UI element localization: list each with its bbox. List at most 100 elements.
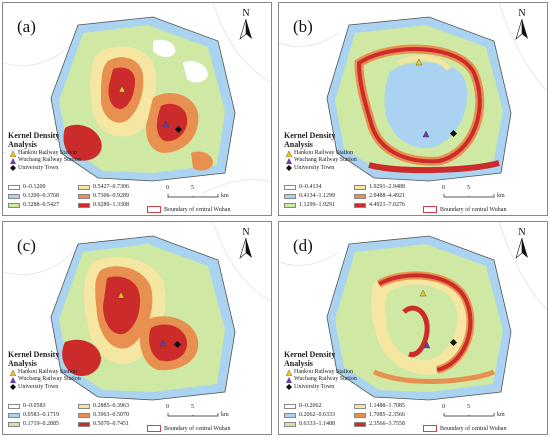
triangle-yellow-icon [284, 150, 294, 157]
scale-five: 5 [191, 185, 194, 191]
legend-range-3: 0.6333–1.1488 [299, 421, 335, 428]
triangle-purple-icon [8, 157, 18, 164]
panel-label: (d) [293, 236, 313, 255]
legend-university: University Town [18, 383, 59, 390]
legend: Kernel Density Analysis Hankou Railway S… [8, 131, 266, 209]
scale-zero: 0 [166, 185, 169, 191]
north-letter: N [518, 227, 526, 238]
legend-range-5: 0.3963–0.5070 [93, 412, 129, 419]
legend-university: University Town [18, 164, 59, 171]
legend-range-5: 2.9488–4.4921 [369, 193, 405, 200]
scale-unit: km [221, 412, 229, 418]
legend-title: Kernel Density Analysis [284, 131, 336, 149]
map-panel-b: (b) N Kernel Density Analysis Hankou Rai… [278, 2, 548, 216]
triangle-purple-icon [284, 157, 294, 164]
north-arrow-icon [515, 237, 528, 259]
legend-range-4: 0.2885–0.3963 [93, 403, 129, 410]
legend-range-3: 1.1299–1.9291 [299, 202, 335, 209]
scale-five: 5 [191, 404, 194, 410]
legend-range-1: 0–0.1200 [23, 184, 46, 191]
boundary-label: Boundary of central Wuhan [164, 425, 231, 432]
triangle-purple-icon [8, 376, 18, 383]
triangle-yellow-icon [8, 150, 18, 157]
density-map [279, 3, 547, 182]
map-panel-d: (d) N Kernel Density Analysis Hankou Rai… [278, 221, 548, 435]
north-arrow: N [235, 228, 257, 265]
legend-title: Kernel Density Analysis [8, 131, 60, 149]
legend-range-3: 0.3288–0.5427 [23, 202, 59, 209]
legend-university: University Town [294, 164, 335, 171]
north-arrow-icon [239, 18, 252, 40]
scale-unit: km [497, 193, 505, 199]
panel-label: (a) [17, 17, 36, 36]
legend-range-4: 1.9291–2.9488 [369, 184, 405, 191]
legend-title: Kernel Density Analysis [284, 350, 336, 368]
triangle-yellow-icon [284, 369, 294, 376]
north-arrow: N [511, 9, 533, 46]
legend-range-6: 4.4921–7.0276 [369, 202, 405, 209]
legend-range-2: 0.2062–0.6333 [299, 412, 335, 419]
north-arrow: N [511, 228, 533, 265]
legend-range-6: 0.5070–0.7451 [93, 421, 129, 428]
boundary-label: Boundary of central Wuhan [164, 206, 231, 213]
north-arrow-icon [239, 237, 252, 259]
legend-wuchang: Wuchang Railway Station [294, 376, 357, 383]
diamond-icon [8, 384, 18, 391]
boundary-legend: Boundary of central Wuhan [147, 206, 230, 213]
diamond-icon [284, 165, 294, 172]
scale-bar: 0 5 km [442, 185, 512, 199]
legend-title: Kernel Density Analysis [8, 350, 60, 368]
scale-zero: 0 [166, 404, 169, 410]
diamond-icon [8, 165, 18, 172]
legend-university: University Town [294, 383, 335, 390]
legend-hankou: Hankou Railway Station [294, 369, 353, 375]
north-letter: N [242, 227, 250, 238]
north-arrow-icon [515, 18, 528, 40]
legend-range-1: 0–0.0583 [23, 403, 46, 410]
legend-range-6: 2.3566–3.7558 [369, 421, 405, 428]
legend-range-2: 0.4134–1.1299 [299, 193, 335, 200]
map-panel-c: (c) N Kernel Density Analysis Hankou Rai… [2, 221, 272, 435]
wuchang-station-marker [162, 120, 170, 128]
legend: Kernel Density Analysis Hankou Railway S… [8, 350, 266, 428]
scale-five: 5 [467, 185, 470, 191]
legend-range-3: 0.1719–0.2885 [23, 421, 59, 428]
boundary-label: Boundary of central Wuhan [440, 206, 507, 213]
north-letter: N [518, 8, 526, 19]
legend-range-5: 0.7306–0.9289 [93, 193, 129, 200]
map-panel-a: (a) N Kernel Density Analysis Hankou Rai… [2, 2, 272, 216]
scale-unit: km [221, 193, 229, 199]
panel-label: (b) [293, 17, 313, 36]
north-letter: N [242, 8, 250, 19]
legend-range-5: 1.7085–2.3566 [369, 412, 405, 419]
boundary-legend: Boundary of central Wuhan [147, 425, 230, 432]
diamond-icon [284, 384, 294, 391]
scale-unit: km [497, 412, 505, 418]
scale-bar: 0 5 km [166, 404, 236, 418]
university-town-marker [174, 125, 183, 134]
density-map [279, 222, 547, 401]
boundary-legend: Boundary of central Wuhan [423, 425, 506, 432]
boundary-label: Boundary of central Wuhan [440, 425, 507, 432]
scale-bar: 0 5 km [166, 185, 236, 199]
legend-wuchang: Wuchang Railway Station [18, 376, 81, 383]
density-map [3, 3, 271, 194]
legend-range-2: 0.0583–0.1719 [23, 412, 59, 419]
legend-range-1: 0–0.2062 [299, 403, 322, 410]
legend-range-4: 1.1488–1.7085 [369, 403, 405, 410]
legend-hankou: Hankou Railway Station [18, 369, 77, 375]
north-arrow: N [235, 9, 257, 46]
scale-zero: 0 [442, 185, 445, 191]
legend-hankou: Hankou Railway Station [294, 150, 353, 156]
legend-range-4: 0.5427–0.7306 [93, 184, 129, 191]
legend-hankou: Hankou Railway Station [18, 150, 77, 156]
legend-wuchang: Wuchang Railway Station [294, 157, 357, 164]
hankou-station-marker [118, 85, 126, 93]
boundary-legend: Boundary of central Wuhan [423, 206, 506, 213]
legend: Kernel Density Analysis Hankou Railway S… [284, 131, 542, 209]
legend: Kernel Density Analysis Hankou Railway S… [284, 350, 542, 428]
triangle-yellow-icon [8, 369, 18, 376]
panel-label: (c) [17, 236, 36, 255]
legend-range-1: 0–0.4134 [299, 184, 322, 191]
scale-zero: 0 [442, 404, 445, 410]
